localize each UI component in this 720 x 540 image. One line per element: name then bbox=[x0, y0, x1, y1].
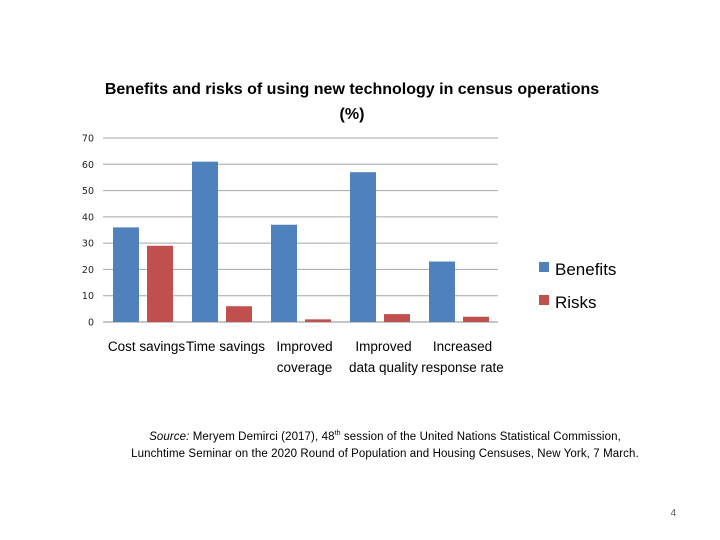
chart-title-line-2: (%) bbox=[340, 106, 365, 123]
source-line2: Lunchtime Seminar on the 2020 Round of P… bbox=[131, 447, 639, 460]
bar-benefits-5 bbox=[429, 261, 455, 322]
y-tick-label: 60 bbox=[82, 160, 94, 171]
source-label: Source: bbox=[149, 430, 190, 443]
category-label: Increased bbox=[433, 339, 492, 354]
y-tick-label: 20 bbox=[82, 265, 94, 276]
x-axis-categories: Cost savings Time savings Improved coverage… bbox=[108, 339, 504, 375]
bar-benefits-2 bbox=[192, 161, 218, 322]
source-citation: Source: Meryem Demirci (2017), 48th sess… bbox=[60, 425, 710, 463]
y-axis-ticks: 0 10 20 30 40 50 60 70 bbox=[82, 134, 94, 329]
bar-chart: Benefits and risks of using new technolo… bbox=[82, 81, 617, 375]
chart-title-line-1: Benefits and risks of using new technolo… bbox=[105, 81, 599, 98]
y-tick-label: 0 bbox=[88, 318, 94, 329]
legend-swatch-benefits bbox=[539, 262, 549, 272]
bar-risks-2 bbox=[226, 306, 252, 322]
category-label: Improved bbox=[355, 339, 411, 354]
category-label: coverage bbox=[277, 360, 333, 375]
bar-risks-3 bbox=[305, 319, 331, 322]
category-label: Time savings bbox=[186, 339, 265, 354]
source-line1-pre: Meryem Demirci (2017), 48 bbox=[192, 430, 335, 443]
y-tick-label: 40 bbox=[82, 212, 94, 223]
page-number: 4 bbox=[670, 508, 676, 519]
category-label: Improved bbox=[276, 339, 332, 354]
category-label: response rate bbox=[421, 360, 504, 375]
category-label: data quality bbox=[349, 360, 418, 375]
legend-swatch-risks bbox=[539, 295, 549, 305]
category-label: Cost savings bbox=[108, 339, 186, 354]
bar-benefits-3 bbox=[271, 224, 297, 322]
bar-benefits-1 bbox=[113, 227, 139, 322]
legend-label-risks: Risks bbox=[555, 293, 597, 312]
y-tick-label: 10 bbox=[82, 291, 94, 302]
bar-risks-4 bbox=[384, 314, 410, 322]
bar-risks-1 bbox=[147, 245, 173, 322]
bar-benefits-4 bbox=[350, 172, 376, 322]
source-line1-post: session of the United Nations Statistica… bbox=[343, 430, 621, 443]
legend-label-benefits: Benefits bbox=[555, 260, 616, 279]
bars bbox=[113, 161, 489, 322]
y-tick-label: 30 bbox=[82, 239, 94, 250]
chart-title: Benefits and risks of using new technolo… bbox=[105, 81, 599, 123]
y-tick-label: 50 bbox=[82, 186, 94, 197]
bar-risks-5 bbox=[463, 316, 489, 322]
y-tick-label: 70 bbox=[82, 134, 94, 145]
legend: Benefits Risks bbox=[539, 260, 616, 312]
source-ordinal-suffix: th bbox=[334, 430, 341, 437]
